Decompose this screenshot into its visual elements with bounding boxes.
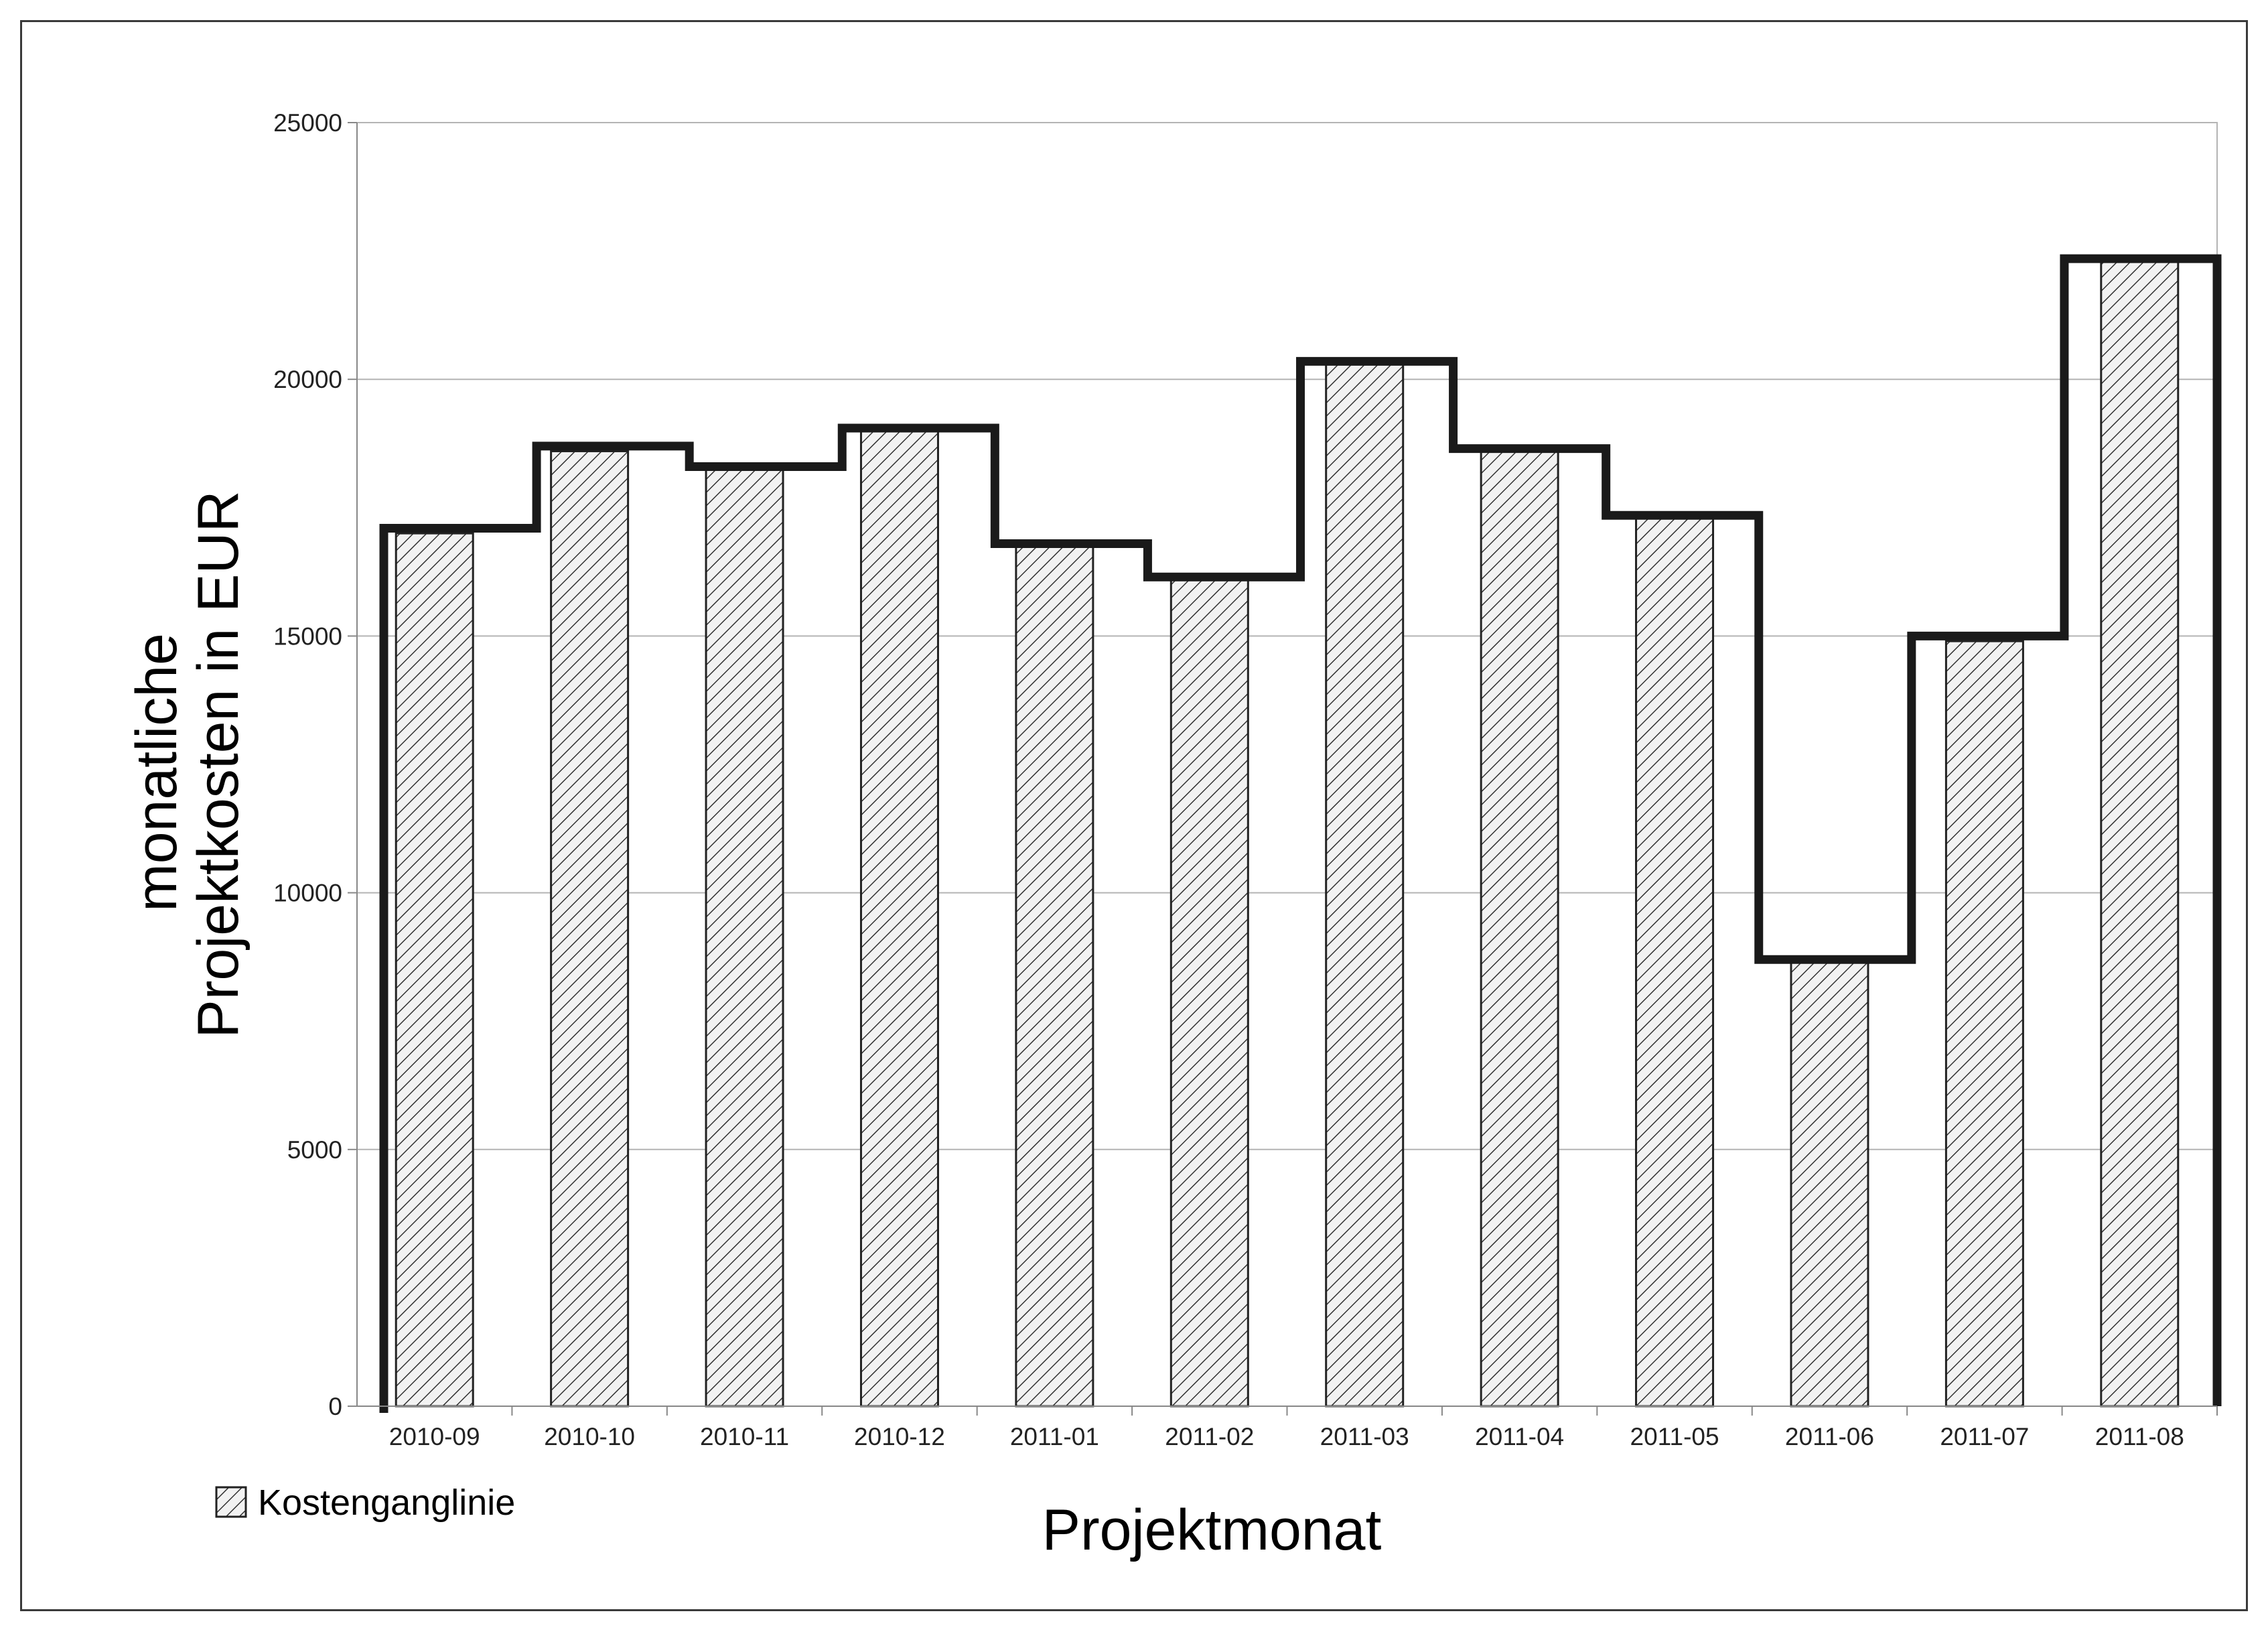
x-tick-label: 2011-06 bbox=[1785, 1423, 1874, 1450]
grid-layer bbox=[356, 122, 2218, 1407]
step-line bbox=[379, 254, 2222, 1413]
x-tick-label: 2011-05 bbox=[1630, 1423, 1719, 1450]
y-tick-label: 25000 bbox=[273, 109, 342, 137]
legend: Kostenganglinie bbox=[215, 1483, 515, 1523]
y-tick-label: 15000 bbox=[273, 622, 342, 650]
y-tick-label: 20000 bbox=[273, 366, 342, 393]
x-tick-label: 2011-07 bbox=[1940, 1423, 2029, 1450]
bar bbox=[395, 532, 474, 1408]
bar bbox=[1790, 958, 1869, 1408]
bar bbox=[1944, 640, 2024, 1408]
x-tick-label: 2010-10 bbox=[544, 1423, 635, 1450]
y-axis-title-line-1: monatliche bbox=[125, 633, 189, 912]
x-tick-label: 2011-08 bbox=[2095, 1423, 2184, 1450]
x-tick-label: 2010-11 bbox=[700, 1423, 789, 1450]
bar bbox=[1480, 450, 1559, 1408]
x-axis-title: Projektmonat bbox=[1042, 1498, 1382, 1562]
chart-svg: 0 5000 10000 15000 20000 25000 2010-09 2010-10 2… bbox=[125, 109, 2222, 1562]
line-layer bbox=[379, 254, 2222, 1413]
y-tick-label: 10000 bbox=[273, 880, 342, 907]
bar bbox=[1325, 362, 1405, 1408]
axis-layer: 0 5000 10000 15000 20000 25000 2010-09 2010-10 2… bbox=[273, 109, 2218, 1450]
x-tick-label: 2011-03 bbox=[1320, 1423, 1409, 1450]
x-tick-label: 2011-02 bbox=[1165, 1423, 1254, 1450]
bar bbox=[705, 465, 784, 1408]
x-tick-label: 2010-09 bbox=[389, 1423, 480, 1450]
bar bbox=[1635, 517, 1715, 1408]
plot-area bbox=[356, 122, 2218, 1407]
y-tick-label: 5000 bbox=[287, 1136, 342, 1164]
x-tick-label: 2011-01 bbox=[1010, 1423, 1099, 1450]
legend-swatch bbox=[215, 1486, 247, 1518]
bar bbox=[1015, 542, 1094, 1408]
y-axis-title-line-2: Projektkosten in EUR bbox=[186, 490, 251, 1038]
legend-label: Kostenganglinie bbox=[258, 1483, 515, 1523]
bar-layer bbox=[395, 260, 2180, 1408]
y-axis-title: monatliche Projektkosten in EUR bbox=[125, 490, 251, 1038]
y-tick-label: 0 bbox=[328, 1393, 342, 1420]
chart-frame: 0 5000 10000 15000 20000 25000 2010-09 2010-10 2… bbox=[20, 20, 2248, 1611]
x-tick-label: 2010-12 bbox=[854, 1423, 945, 1450]
bar bbox=[550, 450, 630, 1408]
bar bbox=[859, 429, 939, 1408]
bar bbox=[2100, 260, 2180, 1408]
x-tick-label: 2011-04 bbox=[1475, 1423, 1564, 1450]
bar bbox=[1170, 578, 1249, 1408]
